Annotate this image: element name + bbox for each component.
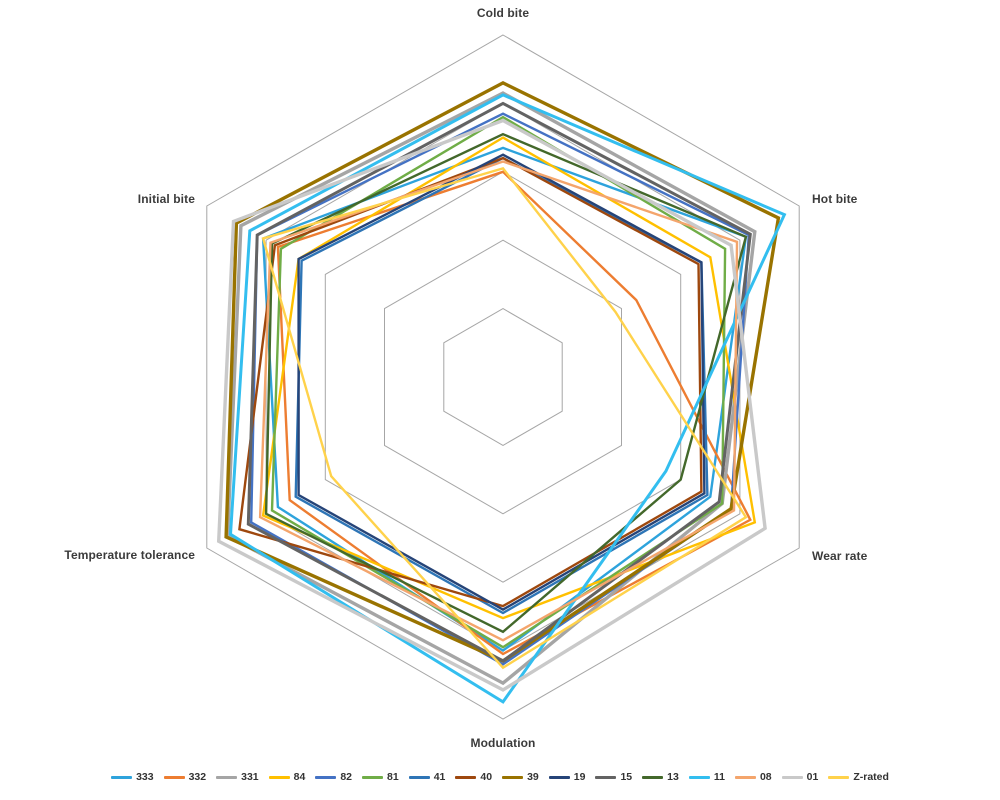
legend-swatch-41 (408, 775, 430, 779)
legend-item-333: 333 (111, 772, 154, 783)
grid-ring-2 (443, 308, 563, 446)
legend-item-84: 84 (268, 771, 306, 783)
legend-swatch-84 (268, 775, 290, 779)
legend-item-15: 15 (595, 772, 632, 783)
axis-label-hot-bite: Hot bite (812, 192, 858, 206)
legend-swatch-331 (216, 775, 238, 779)
legend-item-82: 82 (315, 772, 352, 783)
legend-item-332: 332 (163, 771, 207, 783)
legend-label: 331 (241, 771, 259, 783)
series-line-331 (225, 91, 757, 686)
legend-label: 01 (806, 771, 819, 783)
legend-swatch-13 (642, 775, 664, 779)
series-line-13 (264, 132, 748, 634)
axis-label-cold-bite: Cold bite (476, 6, 530, 20)
legend-label: 13 (667, 771, 679, 783)
legend: 333 332 331 84 82 81 41 40 39 19 15 13 11 08 01 Z-rated (0, 772, 1000, 783)
legend-item-Z-rated: Z-rated (828, 772, 889, 783)
legend-label: 39 (527, 771, 539, 783)
legend-label: 15 (620, 771, 633, 783)
grid-ring-6 (324, 171, 682, 583)
grid-ring-10 (206, 34, 800, 720)
legend-swatch-19 (548, 775, 570, 779)
legend-item-19: 19 (548, 771, 586, 783)
legend-item-13: 13 (642, 772, 679, 783)
legend-swatch-81 (362, 775, 384, 779)
series-line-81 (270, 115, 727, 649)
legend-label: 333 (136, 771, 154, 783)
legend-item-11: 11 (688, 771, 725, 783)
legend-label: 40 (480, 771, 493, 783)
legend-swatch-Z-rated (828, 775, 850, 779)
grid-ring-4 (384, 239, 622, 515)
legend-item-331: 331 (216, 772, 259, 783)
legend-label: Z-rated (853, 771, 889, 783)
axis-label-temperature-tolerance: Temperature tolerance (64, 548, 195, 562)
legend-swatch-15 (595, 775, 617, 779)
legend-swatch-82 (315, 775, 337, 779)
series-line-Z-rated (261, 167, 748, 670)
legend-swatch-08 (734, 775, 756, 779)
legend-label: 11 (713, 771, 725, 783)
series-line-11 (228, 93, 787, 704)
series-line-01 (216, 118, 767, 692)
series-line-08 (258, 160, 739, 642)
legend-item-40: 40 (455, 772, 492, 783)
legend-label: 19 (573, 771, 586, 783)
axis-label-initial-bite: Initial bite (137, 192, 195, 206)
series-line-332 (276, 170, 752, 656)
legend-label: 84 (293, 771, 306, 783)
legend-item-08: 08 (734, 771, 772, 783)
legend-swatch-333 (111, 775, 133, 779)
legend-item-41: 41 (408, 771, 446, 783)
legend-swatch-11 (688, 775, 710, 779)
legend-label: 41 (433, 771, 446, 783)
legend-label: 08 (759, 771, 772, 783)
legend-label: 81 (387, 771, 399, 783)
axis-label-modulation: Modulation (470, 736, 536, 750)
legend-label: 332 (188, 771, 207, 783)
legend-swatch-39 (502, 775, 524, 779)
radar-plot-area (206, 34, 800, 720)
series-line-40 (238, 156, 703, 608)
series-line-19 (297, 153, 706, 611)
legend-item-39: 39 (502, 772, 539, 783)
series-line-15 (246, 101, 752, 663)
legend-item-81: 81 (362, 772, 399, 783)
legend-item-01: 01 (781, 771, 819, 783)
axis-label-wear-rate: Wear rate (812, 549, 868, 563)
legend-label: 82 (340, 771, 353, 783)
legend-swatch-01 (781, 775, 803, 779)
legend-swatch-40 (455, 775, 477, 779)
legend-swatch-332 (163, 775, 185, 779)
